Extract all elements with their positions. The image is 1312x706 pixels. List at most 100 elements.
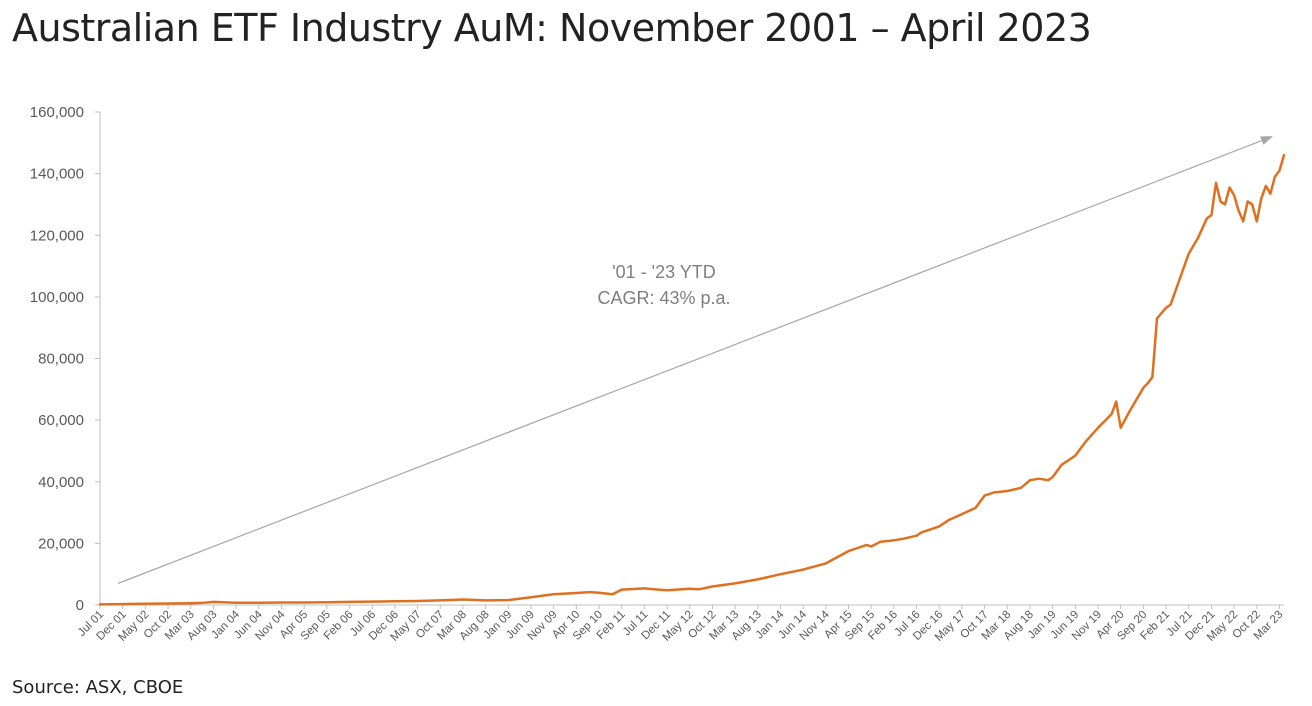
series-point [802, 568, 804, 571]
series-point [1169, 303, 1172, 306]
y-tick-label: 20,000 [38, 535, 84, 552]
series-point [1278, 169, 1281, 172]
chart-title: Australian ETF Industry AuM: November 20… [12, 6, 1092, 50]
series-point [507, 599, 510, 601]
series-point [1260, 197, 1263, 200]
series-point [1106, 417, 1108, 420]
series-point [1038, 477, 1040, 480]
y-tick-label: 40,000 [38, 474, 84, 491]
series-point [915, 534, 918, 537]
series-point [121, 603, 124, 605]
series-point [1060, 464, 1063, 466]
trend-arrow [117, 136, 1273, 584]
series-point [947, 519, 950, 522]
series-point [1219, 200, 1222, 203]
series-point [620, 588, 623, 591]
series-point [348, 601, 351, 603]
series-point [257, 602, 260, 604]
series-point [1255, 220, 1258, 223]
series-point [1147, 382, 1149, 384]
series-point [462, 598, 464, 601]
y-tick-label: 80,000 [38, 351, 84, 368]
series-point [1047, 479, 1049, 482]
series-point [1233, 194, 1235, 196]
series-point [643, 587, 646, 590]
series-point [589, 591, 591, 593]
series-point [711, 585, 714, 588]
series-point [575, 592, 578, 594]
series-point [902, 537, 904, 540]
series-point [1237, 209, 1240, 212]
series-point [1265, 185, 1267, 187]
series-point [1210, 214, 1213, 217]
series-point [371, 600, 373, 603]
series-point [698, 588, 700, 591]
series-point [167, 602, 169, 605]
series-point [938, 525, 941, 528]
series-point [611, 593, 614, 596]
y-tick-label: 60,000 [38, 412, 84, 429]
series-point [1206, 217, 1208, 220]
series-group [98, 153, 1286, 606]
series-point [1197, 237, 1199, 240]
series-point [416, 600, 419, 602]
series-point [1242, 220, 1244, 223]
series-point [326, 601, 328, 604]
series-point [1029, 479, 1031, 482]
series-point [657, 588, 659, 591]
series-point [1128, 410, 1131, 412]
source-note: Source: ASX, CBOE [12, 677, 184, 698]
series-point [235, 602, 237, 604]
series-point [1097, 427, 1099, 429]
series-point [974, 507, 977, 509]
series-point [688, 587, 691, 590]
annotation-line: CAGR: 43% p.a. [597, 288, 730, 308]
series-point [920, 531, 922, 534]
series-point [1142, 386, 1145, 389]
series-point [1051, 476, 1054, 478]
series-point [893, 539, 895, 542]
series-line [98, 153, 1286, 606]
annotation-line: '01 - '23 YTD [612, 262, 716, 282]
series-point [992, 491, 995, 494]
series-point [666, 589, 668, 592]
series-point [1074, 454, 1077, 457]
series-point [212, 601, 215, 603]
series-point [1156, 317, 1158, 320]
series-point [1224, 203, 1226, 206]
series-point [1151, 376, 1154, 378]
series-point [1251, 203, 1254, 206]
trend-arrow-group [117, 136, 1273, 584]
series-point [870, 545, 872, 548]
series-point [203, 602, 206, 604]
series-point [484, 599, 487, 602]
series-point [856, 547, 859, 549]
y-tick-label: 100,000 [30, 289, 84, 306]
y-tick-label: 140,000 [30, 166, 84, 183]
series-point [99, 603, 101, 606]
series-point [1228, 186, 1231, 189]
series-point [439, 599, 442, 602]
series-point [1215, 182, 1217, 184]
series-point [983, 494, 986, 497]
series-point [1119, 427, 1122, 429]
series-point [303, 601, 305, 604]
y-axis: 0 20,000 40,000 60,000 80,000 100,000 120,000 1… [30, 104, 101, 614]
series-point [879, 541, 882, 543]
series-point [779, 573, 782, 575]
cagr-annotation: '01 - '23 YTD CAGR: 43% p.a. [597, 262, 730, 308]
series-point [734, 582, 736, 585]
series-point [598, 591, 600, 594]
series-point [1246, 200, 1249, 203]
series-point [1115, 400, 1117, 403]
series-point [1274, 175, 1276, 178]
series-point [847, 550, 850, 552]
series-point [1083, 442, 1086, 445]
series-point [1283, 154, 1285, 156]
y-tick-label: 160,000 [30, 104, 84, 121]
series-point [1020, 487, 1022, 489]
series-point [865, 544, 868, 546]
series-point [1110, 413, 1113, 415]
series-point [1187, 252, 1190, 255]
